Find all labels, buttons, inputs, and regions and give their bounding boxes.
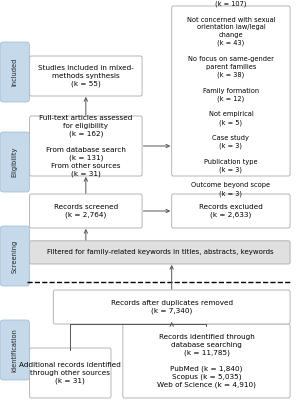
- FancyBboxPatch shape: [30, 348, 111, 398]
- FancyBboxPatch shape: [30, 56, 142, 96]
- FancyBboxPatch shape: [123, 324, 290, 398]
- Text: Filtered for family-related keywords in titles, abstracts, keywords: Filtered for family-related keywords in …: [46, 250, 273, 256]
- Text: Identification: Identification: [12, 328, 18, 372]
- Text: Included: Included: [12, 58, 18, 86]
- Text: Records after duplicates removed
(k = 7,340): Records after duplicates removed (k = 7,…: [111, 300, 233, 314]
- FancyBboxPatch shape: [0, 320, 30, 380]
- Text: Screening: Screening: [12, 239, 18, 273]
- FancyBboxPatch shape: [30, 116, 142, 176]
- FancyBboxPatch shape: [0, 132, 30, 192]
- FancyBboxPatch shape: [30, 194, 142, 228]
- Text: Full-text articles excluded,
with reasons
(k = 107)

Not concerned with sexual
o: Full-text articles excluded, with reason…: [186, 0, 275, 197]
- FancyBboxPatch shape: [30, 241, 290, 264]
- Text: Eligibility: Eligibility: [12, 147, 18, 177]
- Text: Additional records identified
through other sources
(k = 31): Additional records identified through ot…: [19, 362, 121, 384]
- Text: Full-text articles assessed
for eligibility
(k = 162)

From database search
(k =: Full-text articles assessed for eligibil…: [39, 115, 133, 177]
- Text: Records excluded
(k = 2,633): Records excluded (k = 2,633): [199, 204, 263, 218]
- Text: Records screened
(k = 2,764): Records screened (k = 2,764): [54, 204, 118, 218]
- FancyBboxPatch shape: [172, 6, 290, 176]
- Text: Studies included in mixed-
methods synthesis
(k = 55): Studies included in mixed- methods synth…: [38, 65, 134, 87]
- FancyBboxPatch shape: [53, 290, 290, 324]
- FancyBboxPatch shape: [0, 42, 30, 102]
- Text: Records identified through
database searching
(k = 11,785)

PubMed (k = 1,840)
S: Records identified through database sear…: [157, 334, 256, 388]
- FancyBboxPatch shape: [0, 226, 30, 286]
- FancyBboxPatch shape: [172, 194, 290, 228]
